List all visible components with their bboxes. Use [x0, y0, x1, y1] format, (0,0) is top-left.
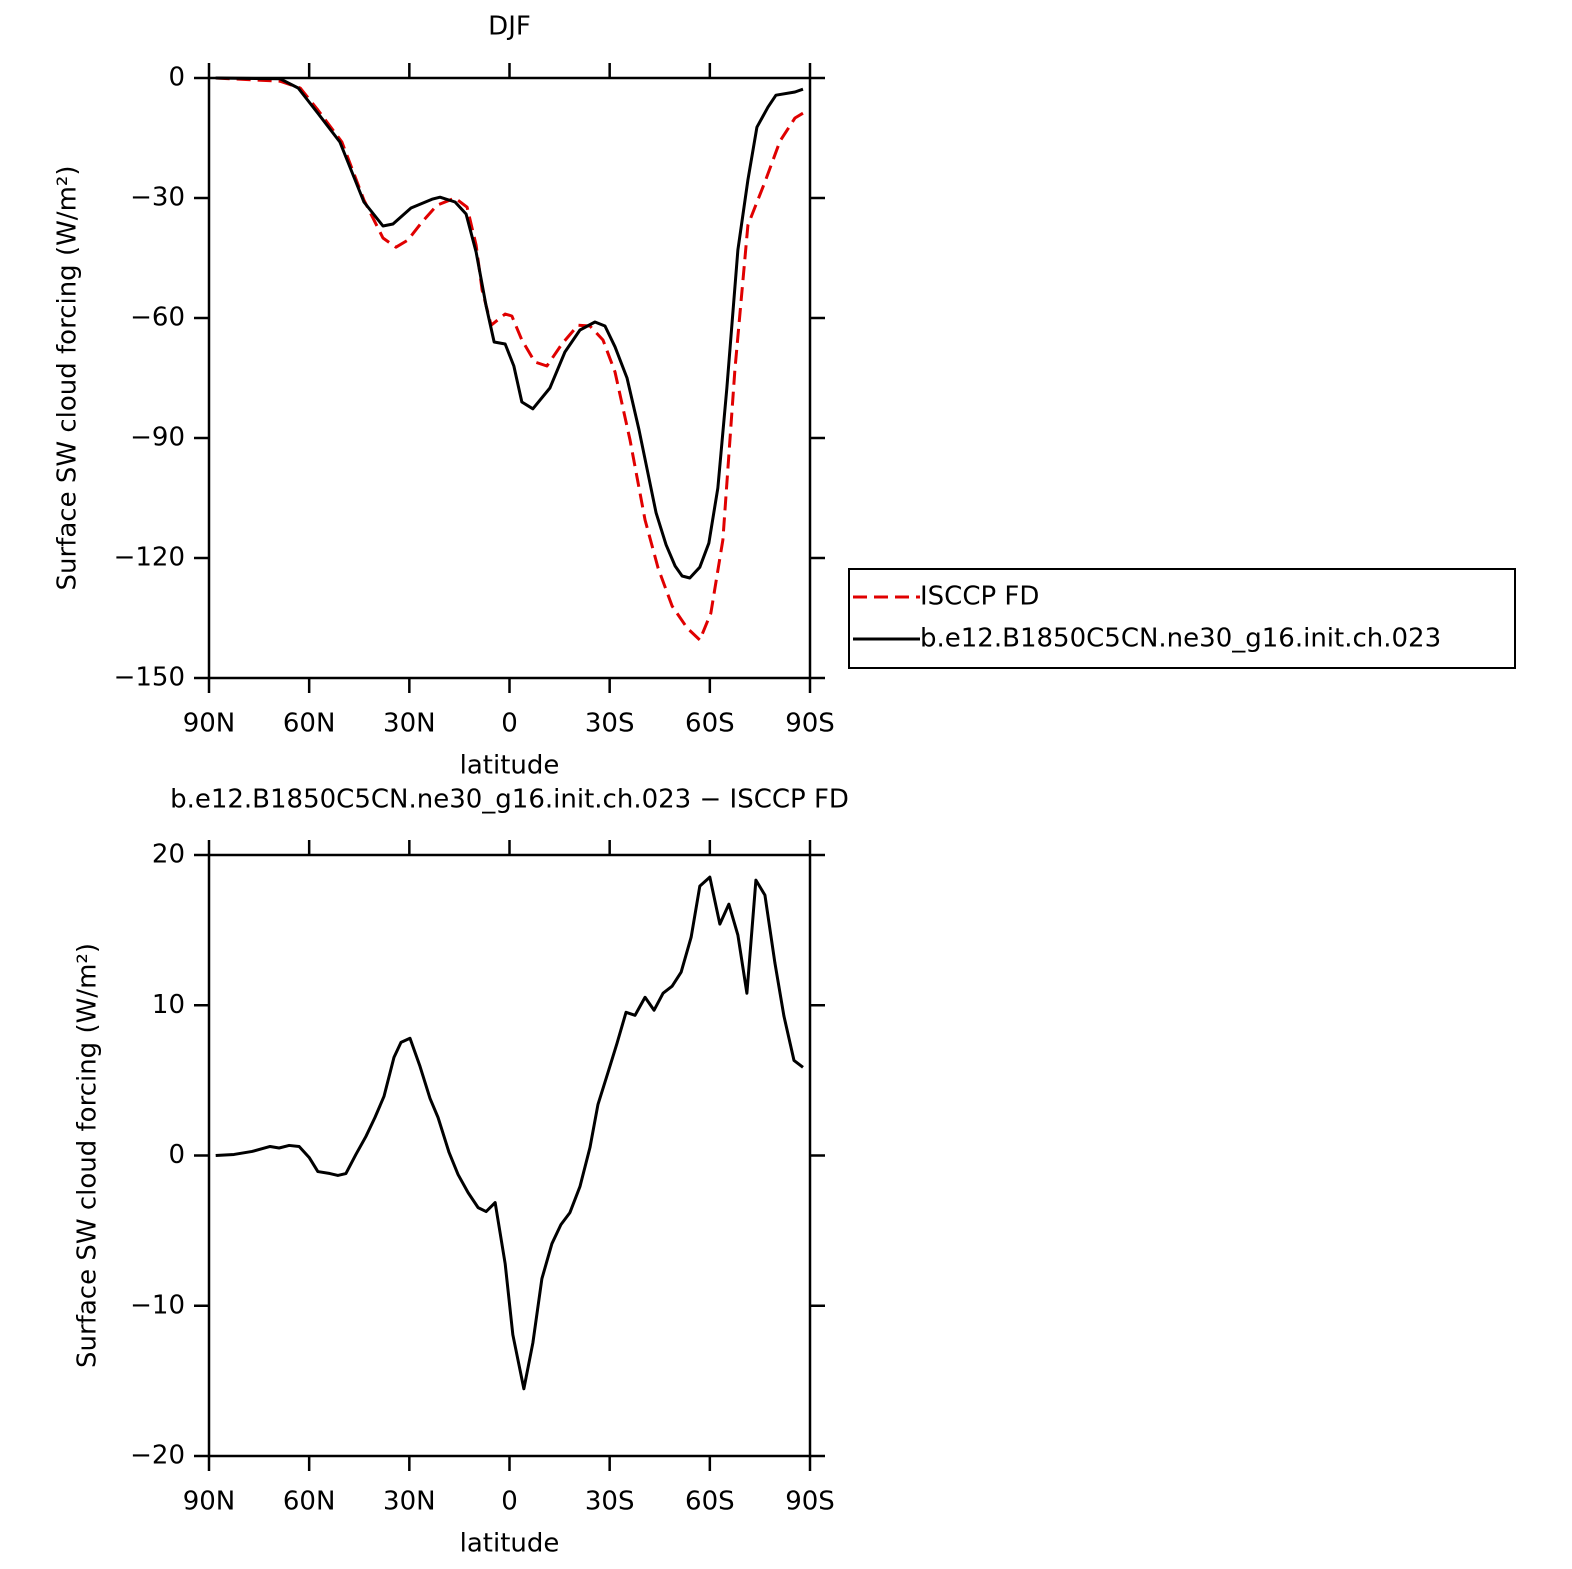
- data-line: [215, 76, 804, 580]
- x-tick-label: 90S: [785, 709, 835, 739]
- data-line: [215, 76, 806, 642]
- x-tick-label: 0: [501, 709, 518, 739]
- legend-label: b.e12.B1850C5CN.ne30_g16.init.ch.023: [920, 624, 1441, 654]
- x-tick-label: 90N: [183, 1487, 236, 1517]
- x-axis-label: latitude: [460, 751, 560, 781]
- plot-frame: [207, 853, 812, 1458]
- legend: ISCCP FD b.e12.B1850C5CN.ne30_g16.init.ch…: [848, 568, 1516, 669]
- x-tick-label: 30S: [585, 1487, 635, 1517]
- y-axis-label: Surface SW cloud forcing (W/m²): [73, 943, 103, 1368]
- y-tick-label: −20: [130, 1441, 185, 1471]
- y-tick-label: 0: [168, 1140, 185, 1170]
- y-tick-label: −120: [114, 543, 185, 573]
- y-tick-label: −30: [130, 183, 185, 213]
- y-tick-label: −150: [114, 663, 185, 693]
- chart-title: b.e12.B1850C5CN.ne30_g16.init.ch.023 − I…: [170, 785, 849, 815]
- y-tick-label: 10: [152, 990, 185, 1020]
- y-tick-label: −10: [130, 1290, 185, 1320]
- legend-box: [848, 568, 1516, 669]
- data-line: [215, 875, 804, 1391]
- legend-label: ISCCP FD: [920, 582, 1039, 612]
- plot-frame: [207, 76, 812, 680]
- y-axis-label: Surface SW cloud forcing (W/m²): [53, 166, 83, 591]
- x-tick-label: 30N: [383, 709, 436, 739]
- x-axis-label: latitude: [460, 1529, 560, 1559]
- y-tick-label: −60: [130, 303, 185, 333]
- y-tick-label: 0: [168, 63, 185, 93]
- x-tick-label: 60N: [283, 1487, 336, 1517]
- x-tick-label: 30S: [585, 709, 635, 739]
- x-tick-label: 60S: [685, 1487, 735, 1517]
- y-tick-label: −90: [130, 423, 185, 453]
- x-tick-label: 0: [501, 1487, 518, 1517]
- chart-title: DJF: [488, 12, 531, 42]
- x-tick-label: 90N: [183, 709, 236, 739]
- x-tick-label: 60N: [283, 709, 336, 739]
- x-tick-label: 90S: [785, 1487, 835, 1517]
- y-tick-label: 20: [152, 840, 185, 870]
- x-tick-label: 30N: [383, 1487, 436, 1517]
- x-tick-label: 60S: [685, 709, 735, 739]
